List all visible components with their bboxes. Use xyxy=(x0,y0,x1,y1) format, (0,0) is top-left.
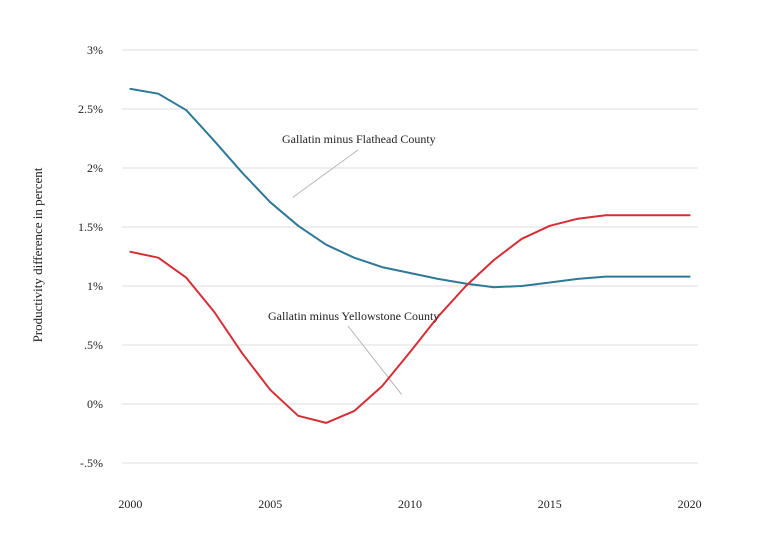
x-tick-label: 2015 xyxy=(538,497,562,511)
y-tick-label: 2.5% xyxy=(78,102,103,116)
x-tick-label: 2000 xyxy=(118,497,142,511)
y-tick-label: 3% xyxy=(87,43,103,57)
annotation-flathead: Gallatin minus Flathead County xyxy=(282,132,436,146)
annotation-leader-lines xyxy=(292,149,403,395)
annotation-leader-line xyxy=(292,149,359,198)
x-tick-label: 2020 xyxy=(678,497,702,511)
x-axis-tick-labels: 2000 2005 2010 2015 2020 xyxy=(118,497,701,511)
y-tick-label: 0% xyxy=(87,397,103,411)
y-tick-label: 1.5% xyxy=(78,220,103,234)
y-tick-label: 2% xyxy=(87,161,103,175)
x-tick-label: 2010 xyxy=(398,497,422,511)
y-tick-label: 1% xyxy=(87,279,103,293)
y-tick-label: .5% xyxy=(84,338,103,352)
grid-lines xyxy=(122,49,698,464)
x-tick-label: 2005 xyxy=(258,497,282,511)
series-line-flathead xyxy=(129,87,691,289)
y-axis-title: Productivity difference in percent xyxy=(30,167,45,342)
y-axis-tick-labels: 3% 2.5% 2% 1.5% 1% .5% 0% -.5% xyxy=(78,43,103,470)
annotation-leader-line xyxy=(347,325,403,395)
y-tick-label: -.5% xyxy=(80,456,103,470)
series-line-yellowstone xyxy=(129,214,691,424)
annotation-yellowstone: Gallatin minus Yellowstone County xyxy=(268,309,439,323)
series-lines xyxy=(129,87,691,424)
